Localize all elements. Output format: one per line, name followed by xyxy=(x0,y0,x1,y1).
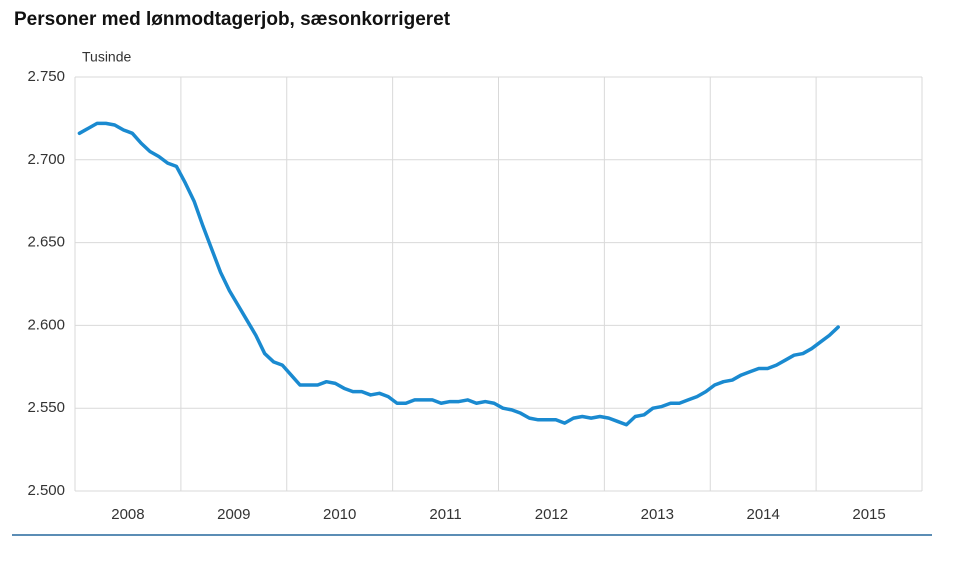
y-tick-label: 2.700 xyxy=(27,151,65,168)
y-tick-label: 2.750 xyxy=(27,68,65,85)
y-tick-label: 2.650 xyxy=(27,234,65,251)
x-tick-label: 2008 xyxy=(111,506,144,523)
x-tick-label: 2014 xyxy=(747,506,780,523)
x-tick-label: 2012 xyxy=(535,506,568,523)
y-tick-label: 2.600 xyxy=(27,316,65,333)
x-tick-label: 2013 xyxy=(641,506,674,523)
y-tick-label: 2.550 xyxy=(27,399,65,416)
x-tick-label: 2015 xyxy=(852,506,885,523)
x-tick-label: 2011 xyxy=(429,506,461,523)
data-line xyxy=(77,121,840,427)
y-tick-label: 2.500 xyxy=(27,482,65,499)
x-tick-label: 2010 xyxy=(323,506,356,523)
x-tick-label: 2009 xyxy=(217,506,250,523)
y-axis-label: Tusinde xyxy=(82,49,132,65)
chart-title: Personer med lønmodtagerjob, sæsonkorrig… xyxy=(14,9,451,30)
